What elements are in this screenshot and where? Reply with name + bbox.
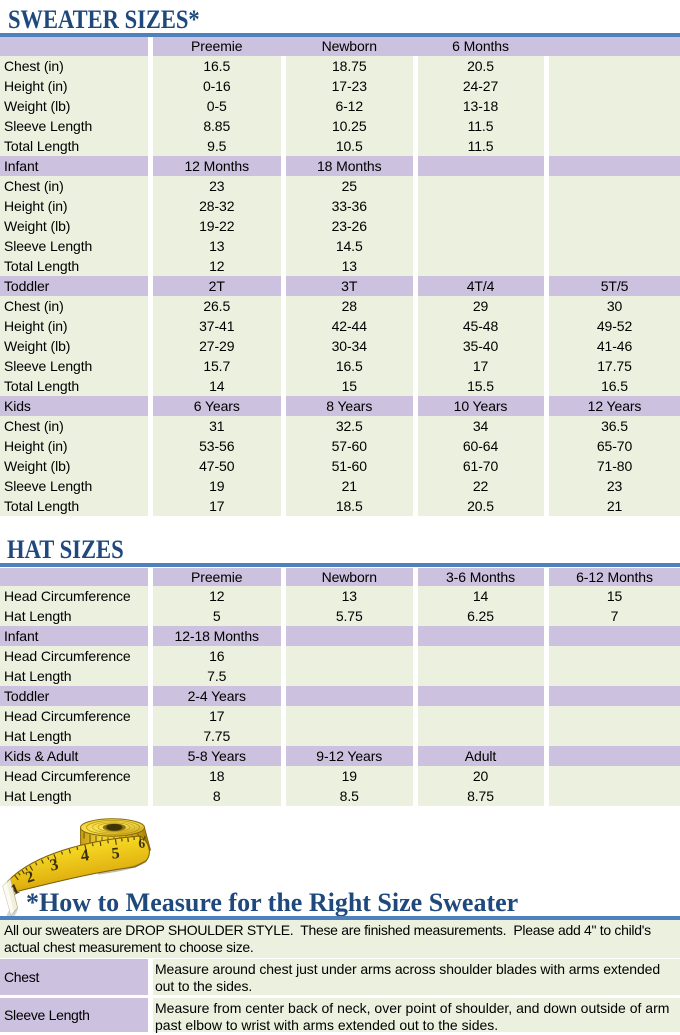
svg-text:3: 3 [48,854,60,874]
svg-text:5: 5 [111,845,120,863]
svg-text:6: 6 [138,836,146,851]
svg-text:4: 4 [79,845,90,865]
